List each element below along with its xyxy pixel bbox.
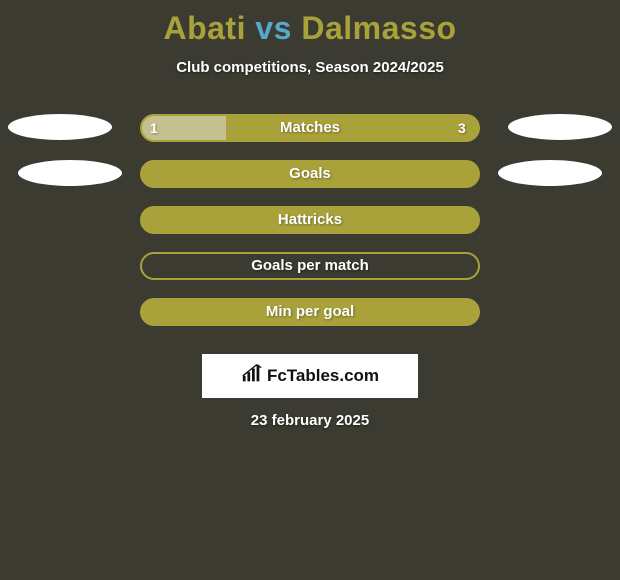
bar-track bbox=[140, 298, 480, 326]
title-player1: Abati bbox=[163, 10, 246, 46]
stat-row: Goals bbox=[0, 160, 620, 206]
comparison-chart: Matches13GoalsHattricksGoals per matchMi… bbox=[0, 114, 620, 344]
bar-value-right: 3 bbox=[458, 114, 466, 142]
stat-row: Matches13 bbox=[0, 114, 620, 160]
brand-text: FcTables.com bbox=[267, 366, 379, 386]
stat-row: Hattricks bbox=[0, 206, 620, 252]
stat-row: Goals per match bbox=[0, 252, 620, 298]
bar-track bbox=[140, 114, 480, 142]
bar-value-left: 1 bbox=[150, 114, 158, 142]
bar-track bbox=[140, 252, 480, 280]
brand-box[interactable]: FcTables.com bbox=[202, 354, 418, 398]
subtitle: Club competitions, Season 2024/2025 bbox=[0, 47, 620, 76]
title-vs: vs bbox=[246, 10, 301, 46]
footer-date: 23 february 2025 bbox=[0, 398, 620, 429]
bar-chart-icon bbox=[241, 363, 263, 390]
bar-track bbox=[140, 160, 480, 188]
title-player2: Dalmasso bbox=[301, 10, 456, 46]
stat-row: Min per goal bbox=[0, 298, 620, 344]
bar-track bbox=[140, 206, 480, 234]
page-title: Abati vs Dalmasso bbox=[0, 0, 620, 47]
